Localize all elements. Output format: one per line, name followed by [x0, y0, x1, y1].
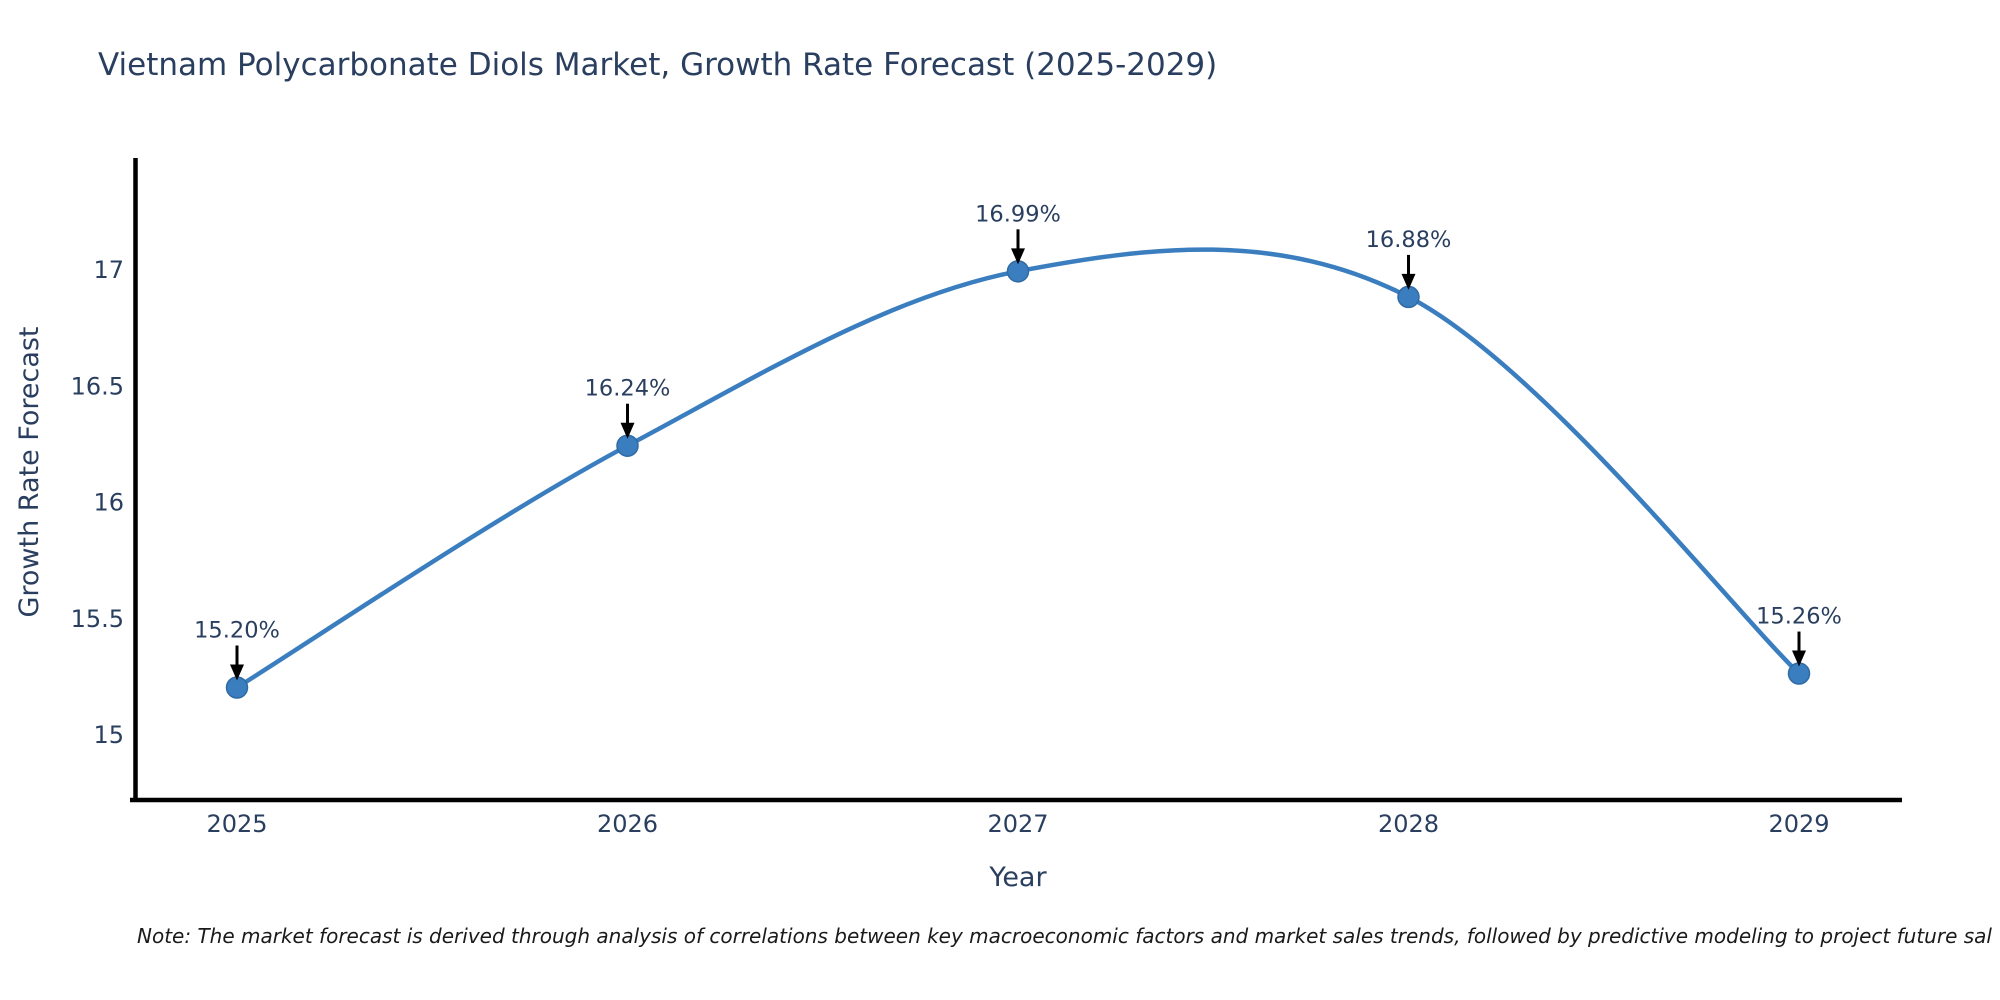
- point-value-label: 15.26%: [1756, 604, 1842, 630]
- annotation-arrow-head-icon: [620, 422, 635, 439]
- annotation-arrow-head-icon: [1401, 273, 1416, 290]
- point-annotations: 15.20% 16.24% 16.99% 16.88% 15.26%: [194, 201, 1842, 681]
- annotation-arrow-head-icon: [230, 664, 244, 681]
- annotation-arrow-head-icon: [1792, 650, 1806, 667]
- x-axis-title: Year: [988, 862, 1047, 893]
- point-value-label: 16.99%: [975, 201, 1061, 227]
- y-tick-label: 16.5: [71, 372, 124, 400]
- x-tick-label: 2025: [206, 810, 267, 838]
- y-axis-title: Growth Rate Forecast: [14, 326, 45, 617]
- point-value-label: 16.88%: [1366, 227, 1452, 253]
- chart-title: Vietnam Polycarbonate Diols Market, Grow…: [98, 47, 1217, 83]
- y-tick-label: 16: [93, 489, 124, 517]
- point-value-label: 15.20%: [194, 618, 280, 644]
- x-axis-tick-labels: 2025 2026 2027 2028 2029: [206, 810, 1829, 838]
- x-tick-label: 2026: [597, 810, 658, 838]
- annotation-arrow-head-icon: [1011, 248, 1025, 265]
- line-series: [225, 247, 1811, 699]
- forecast-line: [234, 247, 1802, 690]
- y-tick-label: 17: [93, 256, 124, 284]
- x-tick-label: 2028: [1378, 810, 1439, 838]
- y-tick-label: 15.5: [71, 605, 124, 633]
- point-value-label: 16.24%: [585, 376, 671, 402]
- footnote: Note: The market forecast is derived thr…: [137, 924, 1992, 948]
- x-tick-label: 2029: [1768, 810, 1829, 838]
- y-axis-tick-labels: 15 15.5 16 16.5 17: [71, 256, 124, 749]
- x-tick-label: 2027: [987, 810, 1048, 838]
- y-tick-label: 15: [93, 721, 124, 749]
